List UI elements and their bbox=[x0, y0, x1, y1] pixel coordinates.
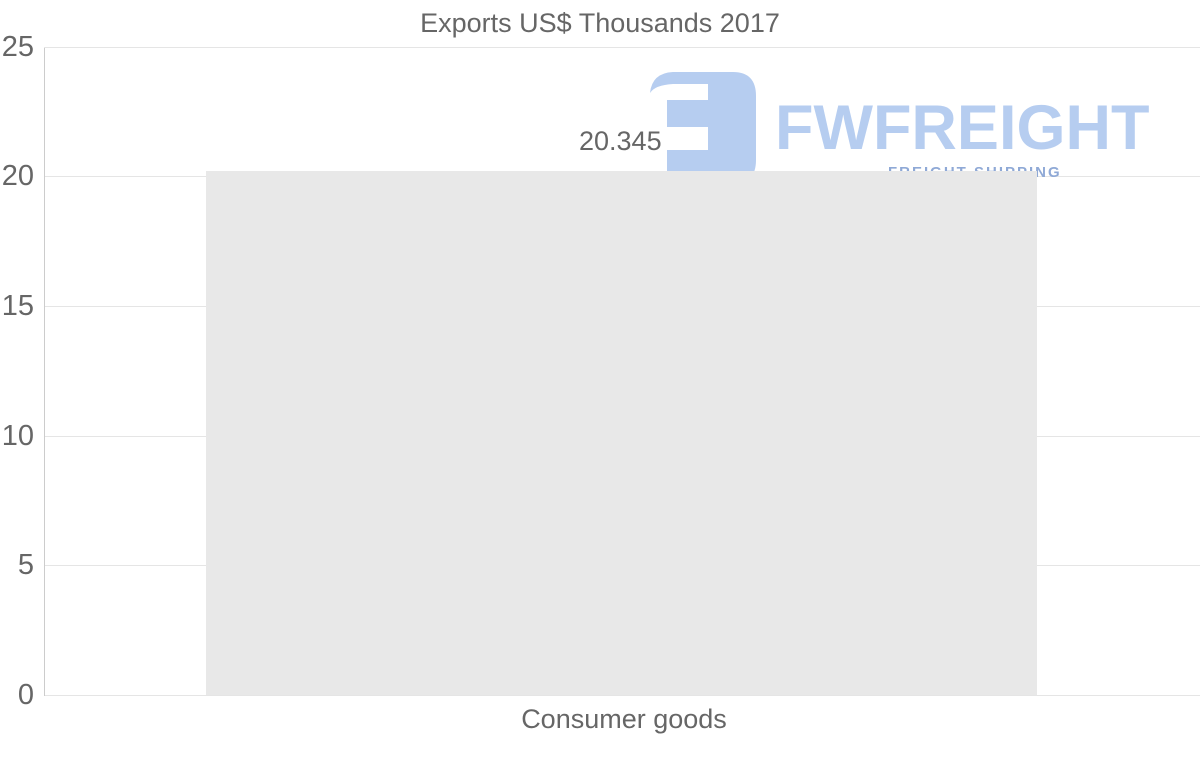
svg-text:FWFREIGHT: FWFREIGHT bbox=[775, 93, 1149, 163]
